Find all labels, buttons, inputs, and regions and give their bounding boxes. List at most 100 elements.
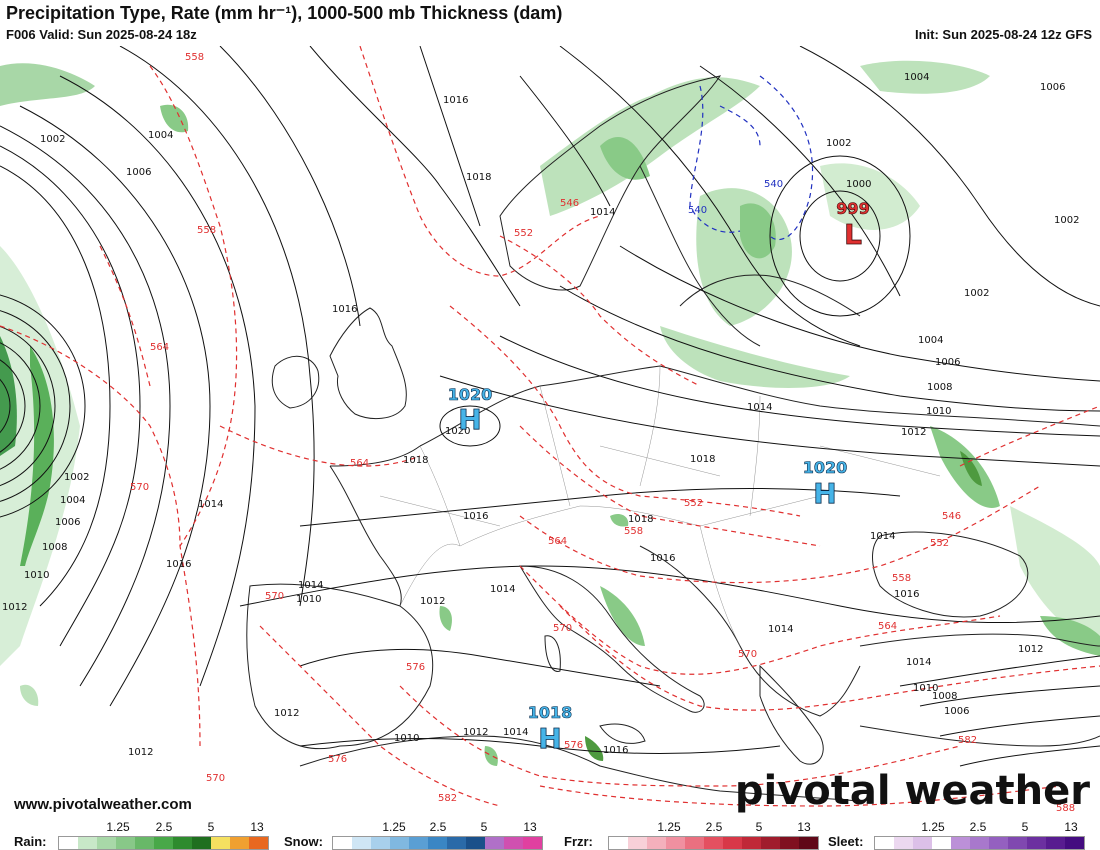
precip-area (960, 451, 982, 486)
legend-swatch (761, 837, 780, 849)
isobar-label: 1010 (24, 570, 49, 581)
thickness-label: 570 (738, 649, 757, 660)
coastline-italy (519, 565, 705, 713)
isobar-label: 1006 (55, 517, 80, 528)
isobar-label: 1014 (768, 624, 793, 635)
thickness-label: 540 (688, 205, 707, 216)
precip-area (160, 104, 189, 133)
init-time: Init: Sun 2025-08-24 12z GFS (914, 27, 1092, 42)
legend-swatch (59, 837, 78, 849)
legend-label: Snow: (284, 834, 323, 849)
isobar-label: 1002 (40, 134, 65, 145)
legend-swatch (1027, 837, 1046, 849)
legend-colorbar (58, 836, 269, 850)
coastline-greece (759, 664, 824, 765)
legend-swatch (154, 837, 173, 849)
isobar-label: 1012 (901, 427, 926, 438)
coastline-iberia (246, 583, 434, 750)
legend-swatch (352, 837, 371, 849)
legend-swatch (135, 837, 154, 849)
precip-areas (0, 60, 1100, 766)
thickness-label: 552 (684, 498, 703, 509)
isobar-label: 1020 (445, 426, 470, 437)
legend-swatch (78, 837, 97, 849)
isobar-label: 1018 (628, 514, 653, 525)
borders (379, 365, 941, 647)
legend-tick: 1.25 (921, 820, 945, 834)
legend-tick: 5 (755, 820, 763, 834)
thickness-label: 570 (130, 482, 149, 493)
weather-map: 1016 1018 1016 1014 1002 1004 1006 1004 … (0, 46, 1100, 814)
coastline-norway (499, 75, 722, 291)
legend-tick: 1.25 (382, 820, 406, 834)
legend-swatch (173, 837, 192, 849)
legend-swatch (742, 837, 761, 849)
isobar-label: 1014 (298, 580, 323, 591)
legend-swatch (504, 837, 523, 849)
legend-tick: 2.5 (429, 820, 447, 834)
thickness-label: 570 (206, 773, 225, 784)
isobar-label: 1012 (420, 596, 445, 607)
thickness-label: 582 (438, 793, 457, 804)
isobar-label: 1010 (926, 406, 951, 417)
legend-tick: 5 (480, 820, 488, 834)
thickness-label: 564 (878, 621, 897, 632)
precip-area (484, 746, 498, 766)
legend-swatch (875, 837, 894, 849)
thickness-label: 576 (564, 740, 583, 751)
isobar-label: 1012 (2, 602, 27, 613)
isobar-label: 1000 (846, 179, 871, 190)
thickness-label: 564 (150, 342, 169, 353)
isobar-label: 1014 (870, 531, 895, 542)
isobar-label: 1002 (826, 138, 851, 149)
legend-swatch (932, 837, 951, 849)
legend-label: Frzr: (564, 834, 593, 849)
legend-swatch (333, 837, 352, 849)
legend-tick: 2.5 (155, 820, 173, 834)
legend-swatch (913, 837, 932, 849)
legend-swatch (428, 837, 447, 849)
legend-label: Sleet: (828, 834, 864, 849)
precip-area (20, 684, 39, 706)
precip-area (660, 326, 850, 388)
pressure-center-h-west: 1020 H (447, 385, 493, 437)
precip-area (20, 346, 54, 566)
legend-swatch (447, 837, 466, 849)
legend-tick: 1.25 (106, 820, 130, 834)
legend-swatch (211, 837, 230, 849)
svg-text:1020: 1020 (448, 385, 493, 404)
isobar-label: 1018 (466, 172, 491, 183)
coastline-continent (419, 365, 1100, 447)
isobar-label: 1004 (904, 72, 929, 83)
legend-swatch (97, 837, 116, 849)
thickness-label: 546 (560, 198, 579, 209)
isobar-label: 1006 (935, 357, 960, 368)
isobar-label: 1016 (463, 511, 488, 522)
precip-area (540, 77, 760, 216)
legend-swatch (390, 837, 409, 849)
thickness-label: 564 (548, 536, 567, 547)
coastline-balkans (639, 545, 861, 717)
isobar-label: 1004 (148, 130, 173, 141)
coastline-north-africa (299, 735, 861, 802)
legend-swatch (647, 837, 666, 849)
svg-text:1020: 1020 (803, 458, 848, 477)
legend-tick: 1.25 (657, 820, 681, 834)
legend-swatch (1065, 837, 1084, 849)
isobar-label: 1016 (443, 95, 468, 106)
isobar-label: 1004 (918, 335, 943, 346)
legend-tick: 2.5 (969, 820, 987, 834)
legend-swatch (989, 837, 1008, 849)
precip-area (600, 586, 645, 646)
legend-swatch (523, 837, 542, 849)
isobar-label: 1008 (927, 382, 952, 393)
isobar-label: 1002 (1054, 215, 1079, 226)
legend-colorbar (608, 836, 819, 850)
coastline-sicily (599, 723, 646, 744)
thickness-label: 582 (958, 735, 977, 746)
precip-area (0, 63, 95, 106)
legend-swatch (1046, 837, 1065, 849)
isobar-label: 1016 (603, 745, 628, 756)
svg-text:H: H (538, 722, 561, 755)
legend-tick: 13 (1064, 820, 1078, 834)
